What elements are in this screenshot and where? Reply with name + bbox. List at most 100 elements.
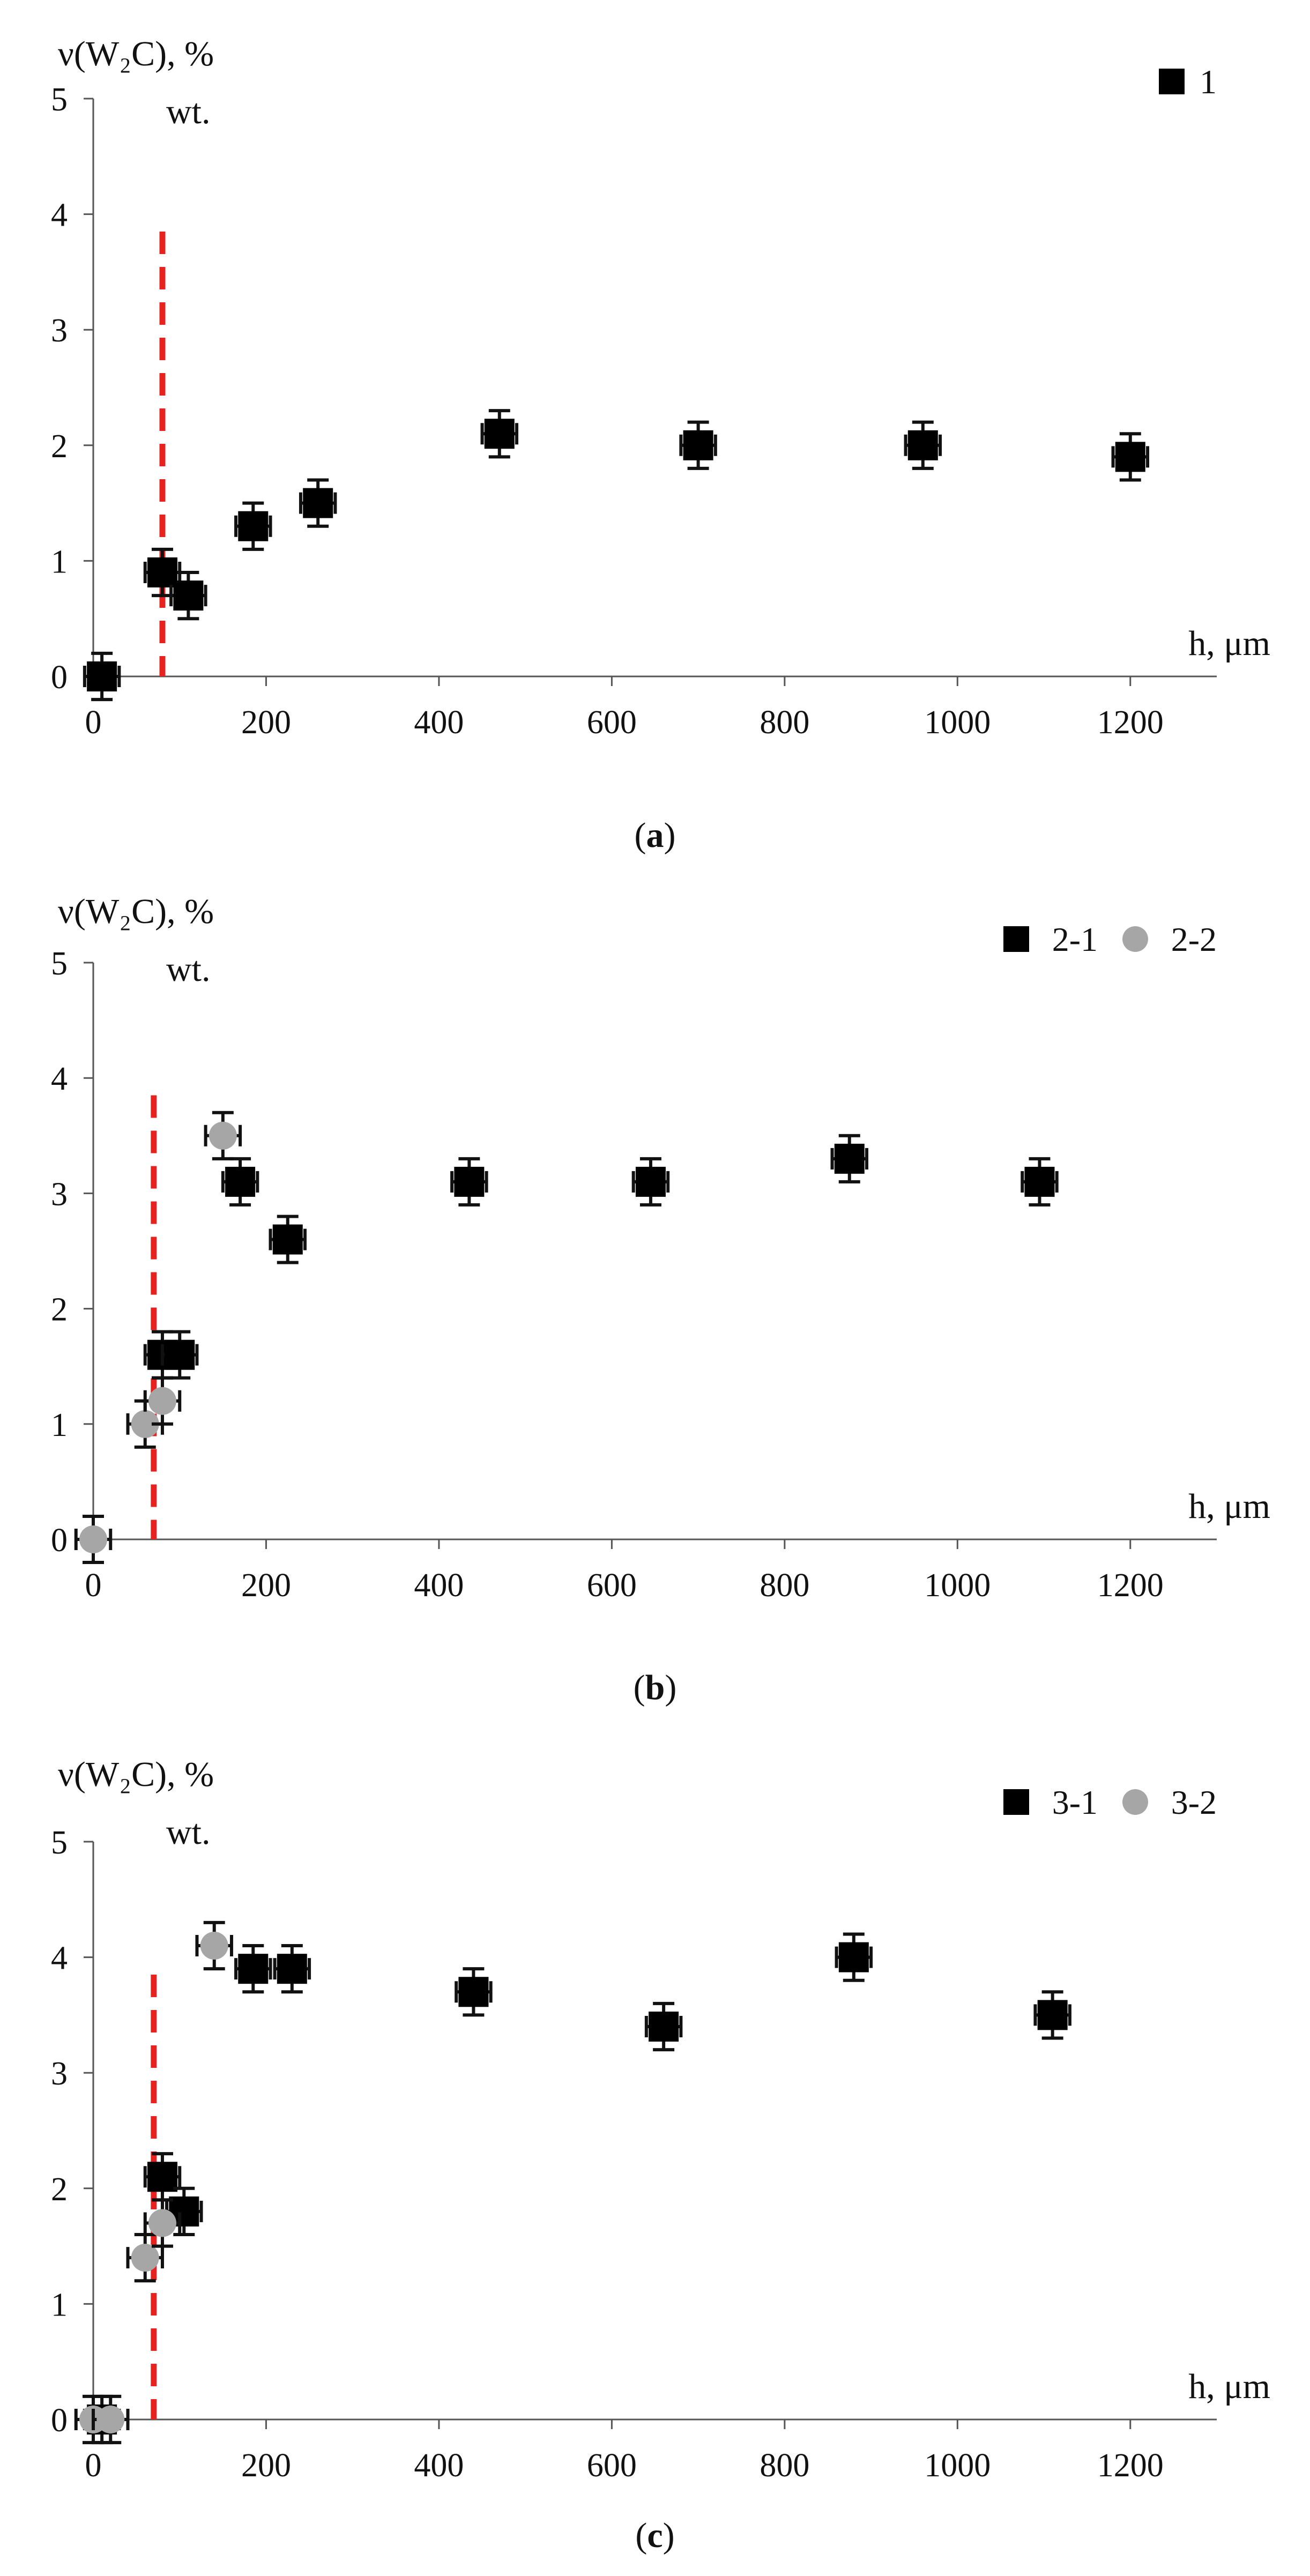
x-tick-label: 0: [85, 2447, 102, 2484]
data-point-square: [165, 1339, 195, 1370]
series-1: [83, 409, 1150, 702]
x-tick-label: 400: [414, 2447, 464, 2484]
x-tick-label: 600: [587, 1567, 637, 1604]
x-tick-label: 400: [414, 704, 464, 741]
data-point-square: [1024, 1166, 1055, 1197]
x-axis-label: h, μm: [1188, 624, 1270, 663]
legend-label: 2-2: [1171, 920, 1217, 958]
x-tick-label: 0: [85, 704, 102, 741]
legend-label: 3-2: [1171, 1783, 1217, 1821]
legend-marker-square: [1003, 926, 1029, 952]
x-tick-label: 800: [760, 2447, 809, 2484]
data-point-square: [277, 1954, 307, 1984]
data-point-circle: [96, 2406, 125, 2433]
data-point-square: [834, 1143, 865, 1174]
data-point-square: [238, 511, 269, 541]
series-2-2: [74, 1111, 242, 1565]
data-point-square: [272, 1224, 303, 1255]
x-tick-label: 800: [760, 704, 809, 741]
data-point-circle: [200, 1932, 228, 1960]
panel-caption: (b): [634, 1668, 677, 1707]
y-tick-label: 3: [51, 312, 68, 349]
chart-panel-c: 0 1 2 3 4 5 0 200 400 600 800 1000 1200 ν(W₂C), % wt. h…: [51, 1755, 1270, 2555]
x-tick-label: 200: [241, 1567, 291, 1604]
data-point-square: [484, 419, 515, 449]
data-point-square: [225, 1166, 256, 1197]
x-tick-label: 1000: [924, 704, 991, 741]
y-tick-label: 3: [51, 1176, 68, 1212]
data-point-square: [649, 2011, 679, 2042]
data-point-square: [1037, 2000, 1068, 2030]
y-tick-label: 0: [51, 2402, 68, 2439]
data-point-square: [635, 1166, 666, 1197]
y-axis-label: ν(W₂C), %: [58, 892, 214, 931]
y-tick-label: 5: [51, 81, 68, 118]
legend-label: 1: [1200, 63, 1217, 101]
x-tick-label: 200: [241, 2447, 291, 2484]
data-point-square: [173, 580, 204, 611]
legend-marker-square: [1003, 1789, 1029, 1815]
y-tick-label: 0: [51, 659, 68, 696]
y-tick-label: 0: [51, 1522, 68, 1559]
x-tick-label: 800: [760, 1567, 809, 1604]
data-point-square: [303, 488, 333, 518]
legend: 1: [1159, 63, 1217, 101]
data-point-square: [87, 661, 117, 691]
x-tick-label: 600: [587, 704, 637, 741]
x-axis-label: h, μm: [1188, 2367, 1270, 2406]
y-tick-label: 1: [51, 1407, 68, 1443]
legend-label: 2-1: [1052, 920, 1098, 958]
x-tick-label: 1200: [1097, 2447, 1164, 2484]
legend: 2-2 2-1: [1003, 920, 1217, 958]
data-point-square: [147, 557, 177, 587]
legend-marker-circle: [1122, 926, 1148, 952]
chart-panel-a: 0 1 2 3 4 5 0 200 400 600 800 1000 1200 ν(W₂C), % wt. h…: [51, 34, 1270, 855]
y-axis-label-unit: wt.: [166, 950, 211, 989]
x-tick-label: 1200: [1097, 704, 1164, 741]
y-axis-label-unit: wt.: [166, 92, 211, 131]
x-tick-label: 0: [85, 1567, 102, 1604]
data-point-circle: [148, 1387, 176, 1415]
data-point-square: [907, 430, 938, 460]
data-point-square: [238, 1954, 269, 1984]
y-tick-label: 1: [51, 2287, 68, 2323]
series-2-1: [143, 1134, 1059, 1380]
x-tick-label: 200: [241, 704, 291, 741]
series-3-1: [83, 1932, 1071, 2445]
x-tick-label: 400: [414, 1567, 464, 1604]
data-point-circle: [79, 1525, 107, 1553]
chart-panel-b: 0 1 2 3 4 5 0 200 400 600 800 1000 1200 ν(W₂C), % wt. h…: [51, 892, 1270, 1707]
y-tick-label: 3: [51, 2056, 68, 2092]
data-point-square: [454, 1166, 485, 1197]
x-tick-label: 1200: [1097, 1567, 1164, 1604]
data-point-square: [683, 430, 713, 460]
y-axis-label-unit: wt.: [166, 1813, 211, 1852]
y-tick-label: 2: [51, 428, 68, 465]
panel-caption: (a): [635, 816, 676, 855]
y-axis-label: ν(W₂C), %: [58, 34, 214, 73]
data-point-square: [1115, 442, 1145, 472]
y-tick-label: 4: [51, 1061, 68, 1097]
series-3-2: [74, 1920, 233, 2445]
legend-marker-circle: [1122, 1789, 1148, 1815]
panel-caption: (c): [635, 2516, 674, 2555]
data-point-circle: [209, 1121, 237, 1150]
data-point-circle: [131, 2244, 159, 2272]
data-point-square: [838, 1942, 869, 1972]
data-point-circle: [131, 1410, 159, 1438]
legend: 3-2 3-1: [1003, 1783, 1217, 1821]
x-tick-label: 600: [587, 2447, 637, 2484]
y-tick-label: 2: [51, 1292, 68, 1328]
y-tick-label: 5: [51, 1825, 68, 1861]
x-tick-label: 1000: [924, 2447, 991, 2484]
legend-label: 3-1: [1052, 1783, 1098, 1821]
x-axis-label: h, μm: [1188, 1487, 1270, 1526]
y-tick-label: 4: [51, 1940, 68, 1977]
data-point-square: [147, 2162, 177, 2192]
y-tick-label: 5: [51, 945, 68, 982]
y-tick-label: 2: [51, 2171, 68, 2208]
data-point-square: [458, 1977, 489, 2007]
x-tick-label: 1000: [924, 1567, 991, 1604]
data-point-circle: [148, 2209, 176, 2237]
